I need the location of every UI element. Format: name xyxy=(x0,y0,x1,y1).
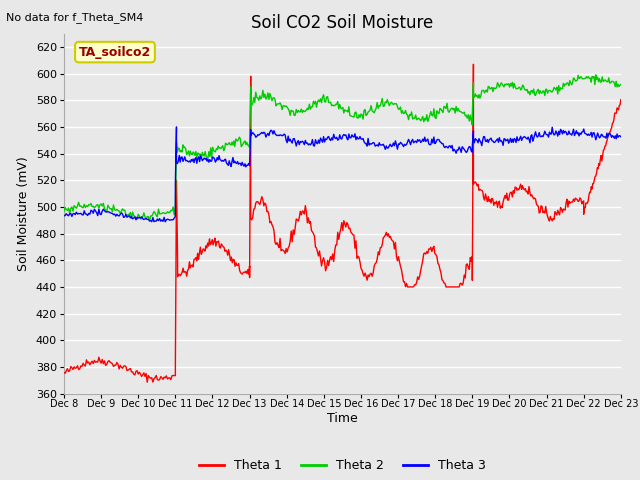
X-axis label: Time: Time xyxy=(327,412,358,425)
Y-axis label: Soil Moisture (mV): Soil Moisture (mV) xyxy=(17,156,30,271)
Text: TA_soilco2: TA_soilco2 xyxy=(79,46,151,59)
Title: Soil CO2 Soil Moisture: Soil CO2 Soil Moisture xyxy=(252,14,433,32)
Text: No data for f_Theta_SM4: No data for f_Theta_SM4 xyxy=(6,12,144,23)
Legend: Theta 1, Theta 2, Theta 3: Theta 1, Theta 2, Theta 3 xyxy=(195,455,490,477)
